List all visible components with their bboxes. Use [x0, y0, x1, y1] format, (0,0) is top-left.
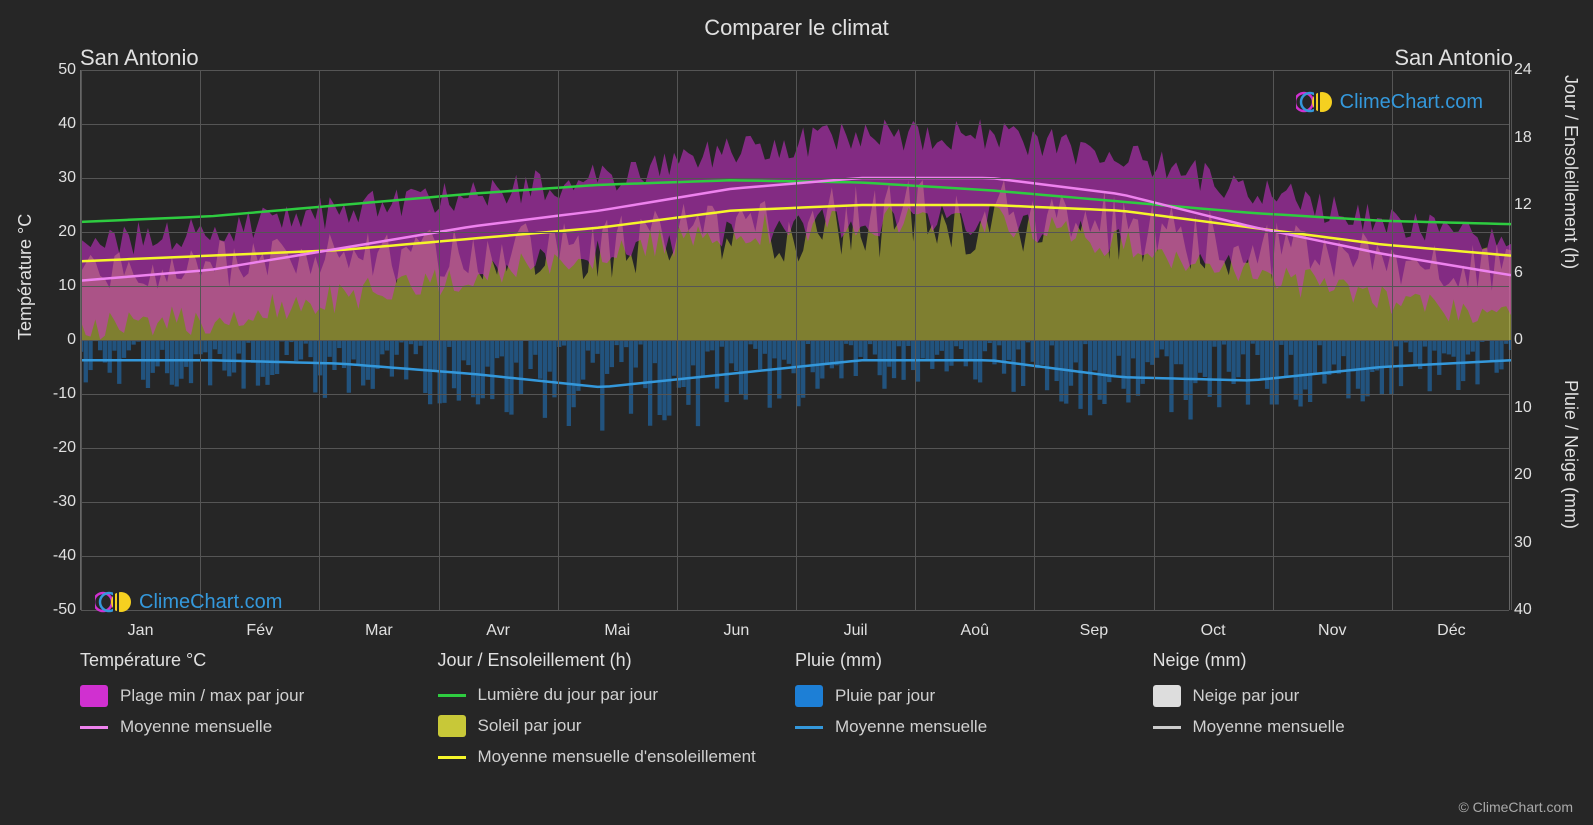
- plot-grid: -50-40-30-20-100102030405006121824102030…: [80, 70, 1510, 610]
- legend-item-label: Moyenne mensuelle: [1193, 717, 1345, 737]
- legend-swatch-icon: [80, 685, 108, 707]
- x-month-tick: Mai: [604, 622, 630, 640]
- y-right-tick: 12: [1514, 196, 1544, 214]
- climechart-logo-icon: [1296, 90, 1334, 114]
- legend-item: Neige par jour: [1153, 685, 1491, 707]
- y-right-tick: 0: [1514, 331, 1544, 349]
- watermark-text: ClimeChart.com: [1340, 91, 1483, 114]
- y-axis-right-label-top: Jour / Ensoleillement (h): [1560, 75, 1581, 269]
- legend-line-icon: [80, 726, 108, 729]
- legend-header: Température °C: [80, 650, 418, 671]
- legend-header: Pluie (mm): [795, 650, 1133, 671]
- legend-item: Pluie par jour: [795, 685, 1133, 707]
- y-left-tick: 10: [41, 277, 76, 295]
- legend-line-icon: [438, 694, 466, 697]
- legend-item: Moyenne mensuelle: [1153, 717, 1491, 737]
- legend-line-icon: [795, 726, 823, 729]
- y-right-tick: 6: [1514, 264, 1544, 282]
- copyright: © ClimeChart.com: [1458, 799, 1573, 815]
- legend-item: Moyenne mensuelle d'ensoleillement: [438, 747, 776, 767]
- legend-item-label: Soleil par jour: [478, 716, 582, 736]
- y-right-tick: 40: [1514, 601, 1544, 619]
- legend: Température °C Plage min / max par jour Mo…: [80, 650, 1510, 777]
- legend-line-icon: [1153, 726, 1181, 729]
- legend-swatch-icon: [438, 715, 466, 737]
- y-left-tick: -20: [41, 439, 76, 457]
- legend-header: Jour / Ensoleillement (h): [438, 650, 776, 671]
- legend-item-label: Moyenne mensuelle d'ensoleillement: [478, 747, 756, 767]
- x-month-tick: Aoû: [961, 622, 989, 640]
- y-left-tick: -40: [41, 547, 76, 565]
- y-axis-right-label-bottom: Pluie / Neige (mm): [1560, 380, 1581, 529]
- legend-item-label: Lumière du jour par jour: [478, 685, 658, 705]
- watermark-bottom: ClimeChart.com: [95, 590, 282, 614]
- city-label-left: San Antonio: [80, 45, 199, 71]
- y-left-tick: -50: [41, 601, 76, 619]
- watermark-top: ClimeChart.com: [1296, 90, 1483, 114]
- legend-swatch-icon: [1153, 685, 1181, 707]
- y-right-tick: 18: [1514, 129, 1544, 147]
- y-right-tick: 10: [1514, 399, 1544, 417]
- legend-item: Plage min / max par jour: [80, 685, 418, 707]
- x-month-tick: Oct: [1201, 622, 1226, 640]
- watermark-text: ClimeChart.com: [139, 591, 282, 614]
- y-left-tick: 30: [41, 169, 76, 187]
- legend-item-label: Pluie par jour: [835, 686, 935, 706]
- y-right-tick: 20: [1514, 466, 1544, 484]
- legend-item: Moyenne mensuelle: [80, 717, 418, 737]
- x-month-tick: Déc: [1437, 622, 1465, 640]
- y-left-tick: -30: [41, 493, 76, 511]
- legend-swatch-icon: [795, 685, 823, 707]
- x-month-tick: Jan: [128, 622, 154, 640]
- x-month-tick: Nov: [1318, 622, 1346, 640]
- legend-column: Neige (mm) Neige par jour Moyenne mensuell…: [1153, 650, 1511, 777]
- legend-item: Moyenne mensuelle: [795, 717, 1133, 737]
- y-left-tick: -10: [41, 385, 76, 403]
- y-left-tick: 50: [41, 61, 76, 79]
- legend-column: Jour / Ensoleillement (h) Lumière du jour…: [438, 650, 796, 777]
- legend-item: Lumière du jour par jour: [438, 685, 776, 705]
- chart-plot-area: -50-40-30-20-100102030405006121824102030…: [80, 70, 1510, 610]
- x-month-tick: Juil: [844, 622, 868, 640]
- legend-item-label: Plage min / max par jour: [120, 686, 304, 706]
- y-left-tick: 20: [41, 223, 76, 241]
- legend-column: Pluie (mm) Pluie par jour Moyenne mensuell…: [795, 650, 1153, 777]
- legend-item-label: Moyenne mensuelle: [120, 717, 272, 737]
- x-month-tick: Mar: [365, 622, 393, 640]
- y-axis-left-label: Température °C: [15, 214, 36, 340]
- x-month-tick: Sep: [1080, 622, 1108, 640]
- x-month-tick: Jun: [724, 622, 750, 640]
- chart-title: Comparer le climat: [0, 15, 1593, 41]
- y-right-tick: 24: [1514, 61, 1544, 79]
- legend-item: Soleil par jour: [438, 715, 776, 737]
- legend-item-label: Neige par jour: [1193, 686, 1300, 706]
- legend-item-label: Moyenne mensuelle: [835, 717, 987, 737]
- legend-column: Température °C Plage min / max par jour Mo…: [80, 650, 438, 777]
- x-month-tick: Fév: [246, 622, 273, 640]
- y-left-tick: 40: [41, 115, 76, 133]
- y-left-tick: 0: [41, 331, 76, 349]
- y-right-tick: 30: [1514, 534, 1544, 552]
- climechart-logo-icon: [95, 590, 133, 614]
- legend-header: Neige (mm): [1153, 650, 1491, 671]
- x-month-tick: Avr: [486, 622, 510, 640]
- legend-line-icon: [438, 756, 466, 759]
- city-label-right: San Antonio: [1394, 45, 1513, 71]
